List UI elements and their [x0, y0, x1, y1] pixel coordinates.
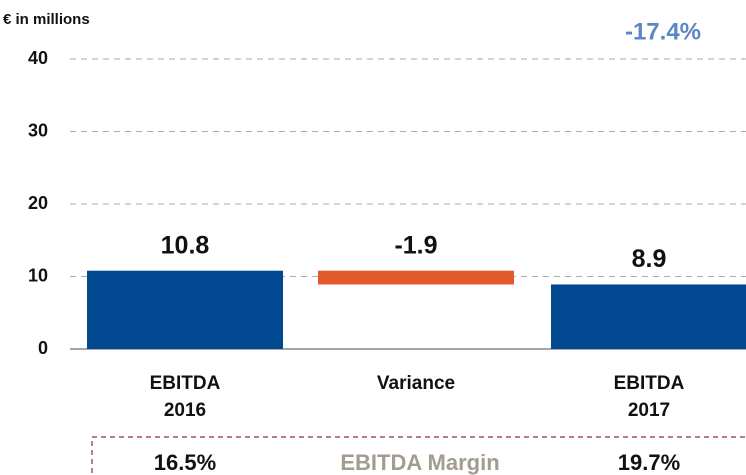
data-label: 10.8	[161, 231, 210, 259]
margin-value: 16.5%	[154, 450, 216, 475]
x-tick-label: EBITDA 2016	[149, 373, 221, 421]
x-tick-label: EBITDA 2017	[613, 373, 685, 421]
y-tick-label: 20	[28, 193, 48, 213]
change-label: -17.4%	[625, 18, 701, 45]
y-tick-label: 10	[28, 265, 48, 285]
margin-label: EBITDA Margin	[340, 450, 499, 475]
bar	[87, 270, 283, 349]
y-tick-label: 0	[38, 338, 48, 358]
data-label: 8.9	[632, 245, 667, 273]
unit-label: € in millions	[3, 11, 90, 28]
x-tick-label: Variance	[376, 373, 456, 394]
y-tick-label: 40	[28, 48, 48, 68]
bar	[551, 284, 746, 349]
data-label: -1.9	[394, 231, 437, 259]
margin-value: 19.7%	[618, 450, 680, 475]
bar	[318, 270, 514, 285]
y-tick-label: 30	[28, 120, 48, 140]
